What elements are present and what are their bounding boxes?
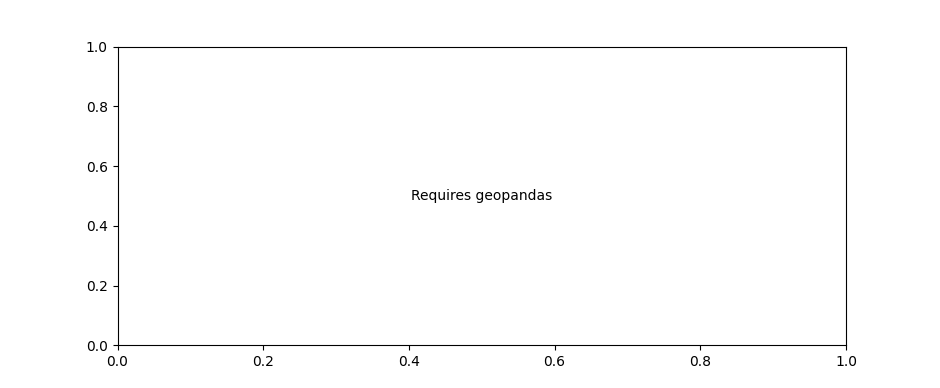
- Text: Requires geopandas: Requires geopandas: [411, 189, 553, 203]
